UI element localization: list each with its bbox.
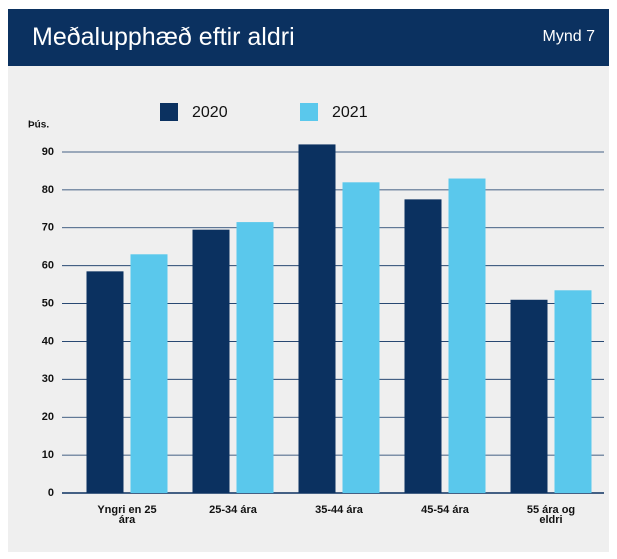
legend-swatch <box>160 103 178 121</box>
y-tick-label: 30 <box>42 373 54 385</box>
y-tick-label: 10 <box>42 449 54 461</box>
y-tick-label: 80 <box>42 184 54 196</box>
bar <box>86 271 124 493</box>
figure-number: Mynd 7 <box>542 28 595 45</box>
title: Meðalupphæð eftir aldri <box>32 23 295 51</box>
bar <box>236 222 274 493</box>
bar <box>130 254 168 493</box>
y-tick-label: 40 <box>42 335 54 347</box>
y-tick-label: 20 <box>42 411 54 423</box>
bar <box>298 144 336 493</box>
bar <box>192 229 230 493</box>
legend-label: 2021 <box>332 104 368 121</box>
x-tick-label: 55 ára og eldri <box>526 504 576 526</box>
bar <box>448 178 486 493</box>
x-tick-label: 35-44 ára <box>315 504 363 516</box>
bar <box>554 290 592 493</box>
x-tick-label: 25-34 ára <box>209 504 257 516</box>
legend-swatch <box>300 103 318 121</box>
y-tick-label: 50 <box>42 297 54 309</box>
x-tick-label: Yngri en 25 ára <box>97 504 157 526</box>
y-tick-label: 90 <box>42 146 54 158</box>
legend-label: 2020 <box>192 104 228 121</box>
y-tick-label: 0 <box>48 487 54 499</box>
bar <box>510 299 548 493</box>
header: Meðalupphæð eftir aldri Mynd 7 <box>8 9 609 66</box>
bar <box>342 182 380 494</box>
x-tick-label: 45-54 ára <box>421 504 469 516</box>
y-tick-label: 60 <box>42 260 54 272</box>
bar <box>404 199 442 493</box>
y-axis-label: Þús. <box>28 120 49 131</box>
y-tick-label: 70 <box>42 222 54 234</box>
